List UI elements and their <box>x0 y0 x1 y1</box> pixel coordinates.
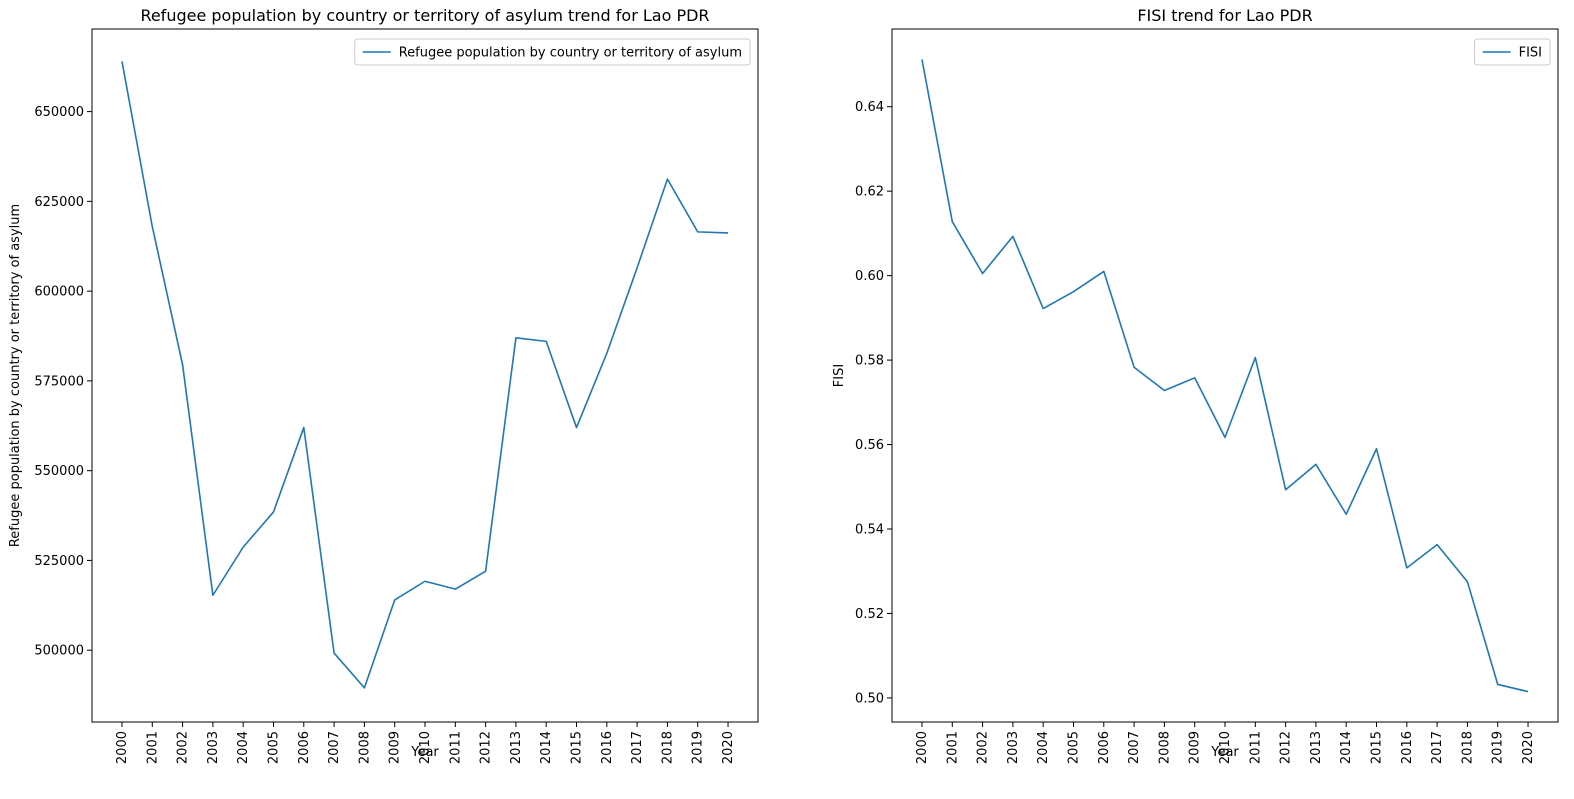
x-tick-label: 2003 <box>206 731 221 764</box>
refugee-chart: Refugee population by country or territo… <box>8 6 759 764</box>
y-tick-label: 600000 <box>34 285 84 300</box>
y-tick-label: 550000 <box>34 464 84 479</box>
y-tick-label: 0.56 <box>855 438 884 453</box>
x-tick-label: 2000 <box>115 731 130 764</box>
y-tick-label: 0.52 <box>855 607 884 622</box>
x-tick-label: 2018 <box>660 731 675 764</box>
x-tick-label: 2005 <box>1066 731 1081 764</box>
chart-title: Refugee population by country or territo… <box>140 6 709 25</box>
x-tick-label: 2004 <box>1036 731 1051 764</box>
y-tick-label: 0.50 <box>855 691 884 706</box>
legend-box <box>354 38 751 66</box>
x-tick-label: 2016 <box>600 731 615 764</box>
x-tick-label: 2019 <box>1491 731 1506 764</box>
series-line <box>921 59 1529 693</box>
x-tick-label: 2010 <box>1218 731 1233 764</box>
x-tick-label: 2018 <box>1460 731 1475 764</box>
y-tick-label: 650000 <box>34 105 84 120</box>
x-tick-label: 2008 <box>1157 731 1172 764</box>
x-tick-label: 2014 <box>1339 731 1354 764</box>
x-tick-label: 2007 <box>327 731 342 764</box>
chart-title: FISI trend for Lao PDR <box>1137 6 1312 25</box>
x-axis-label: Year <box>1210 745 1239 760</box>
y-tick-label: 0.62 <box>855 185 884 200</box>
y-tick-label: 0.58 <box>855 354 884 369</box>
x-tick-label: 2017 <box>1430 731 1445 764</box>
x-tick-label: 2015 <box>570 731 585 764</box>
x-tick-label: 2003 <box>1006 731 1021 764</box>
y-axis-label: FISI <box>832 364 847 387</box>
x-tick-label: 2012 <box>1279 731 1294 764</box>
fisi-chart: FISI trend for Lao PDR Year FISI 2000 200… <box>832 6 1559 764</box>
x-tick-label: 2004 <box>236 731 251 764</box>
y-tick-label: 0.54 <box>855 523 884 538</box>
y-tick-label: 625000 <box>34 195 84 210</box>
ticks-layer: 2000 2001 2002 2003 2004 2005 2006 2007 2008 2009… <box>855 100 1536 764</box>
series-line <box>121 61 729 689</box>
x-tick-label: 2005 <box>266 731 281 764</box>
y-tick-label: 525000 <box>34 554 84 569</box>
x-tick-label: 2012 <box>479 731 494 764</box>
legend-box <box>1474 38 1551 66</box>
x-tick-label: 2010 <box>418 731 433 764</box>
x-tick-label: 2011 <box>1248 731 1263 764</box>
x-tick-label: 2015 <box>1370 731 1385 764</box>
x-tick-label: 2020 <box>1521 731 1536 764</box>
x-tick-label: 2009 <box>388 731 403 764</box>
x-tick-label: 2006 <box>297 731 312 764</box>
x-tick-label: 2013 <box>1309 731 1324 764</box>
y-tick-label: 0.60 <box>855 269 884 284</box>
x-axis-label: Year <box>410 745 439 760</box>
x-tick-label: 2001 <box>945 731 960 764</box>
x-tick-label: 2000 <box>915 731 930 764</box>
x-tick-label: 2019 <box>691 731 706 764</box>
x-tick-label: 2014 <box>539 731 554 764</box>
x-tick-label: 2002 <box>976 731 991 764</box>
legend: Refugee population by country or territo… <box>354 38 751 66</box>
x-tick-label: 2016 <box>1400 731 1415 764</box>
x-tick-label: 2007 <box>1127 731 1142 764</box>
legend: FISI <box>1474 38 1551 66</box>
plot-layer <box>921 59 1529 693</box>
x-tick-label: 2013 <box>509 731 524 764</box>
x-tick-label: 2009 <box>1188 731 1203 764</box>
x-tick-label: 2001 <box>145 731 160 764</box>
x-tick-label: 2002 <box>176 731 191 764</box>
legend-entry: Refugee population by country or territo… <box>399 46 742 61</box>
y-axis-label: Refugee population by country or territo… <box>8 204 23 547</box>
plot-layer <box>121 61 729 689</box>
y-tick-label: 575000 <box>34 374 84 389</box>
x-tick-label: 2017 <box>630 731 645 764</box>
x-tick-label: 2020 <box>721 731 736 764</box>
legend-entry: FISI <box>1519 46 1542 61</box>
axes-frame <box>891 28 1559 723</box>
y-tick-label: 0.64 <box>855 100 884 115</box>
x-tick-label: 2011 <box>448 731 463 764</box>
x-tick-label: 2006 <box>1097 731 1112 764</box>
x-tick-label: 2008 <box>357 731 372 764</box>
y-tick-label: 500000 <box>34 644 84 659</box>
axes-frame <box>91 28 759 723</box>
ticks-layer: 2000 2001 2002 2003 2004 2005 2006 2007 2008 2009… <box>34 105 736 764</box>
